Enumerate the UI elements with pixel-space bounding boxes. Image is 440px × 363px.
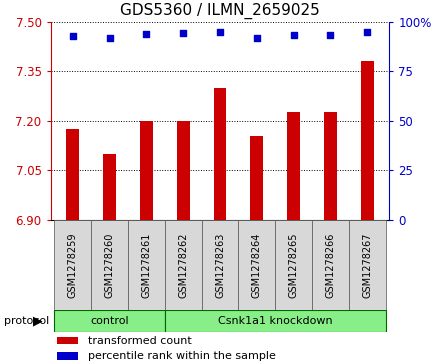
Point <box>327 32 334 37</box>
Bar <box>54 220 91 310</box>
Bar <box>57 337 78 344</box>
Bar <box>165 220 202 310</box>
Text: transformed count: transformed count <box>88 336 191 346</box>
Bar <box>361 61 374 220</box>
Text: GSM1278259: GSM1278259 <box>68 232 78 298</box>
Bar <box>177 121 190 220</box>
Bar <box>349 220 386 310</box>
Point <box>143 31 150 37</box>
Bar <box>91 220 128 310</box>
Text: ▶: ▶ <box>33 315 43 328</box>
Text: GSM1278265: GSM1278265 <box>289 232 299 298</box>
Bar <box>165 310 386 332</box>
Bar <box>57 352 78 360</box>
Bar <box>312 220 349 310</box>
Text: GSM1278266: GSM1278266 <box>326 232 335 298</box>
Bar <box>140 121 153 220</box>
Bar <box>66 129 79 220</box>
Point <box>364 29 371 34</box>
Bar <box>213 88 227 220</box>
Bar <box>250 135 263 220</box>
Text: GSM1278262: GSM1278262 <box>178 232 188 298</box>
Bar <box>238 220 275 310</box>
Text: percentile rank within the sample: percentile rank within the sample <box>88 351 276 361</box>
Point <box>216 29 224 34</box>
Bar <box>287 113 300 220</box>
Text: GSM1278263: GSM1278263 <box>215 232 225 298</box>
Bar <box>103 154 116 220</box>
Point <box>69 33 76 38</box>
Text: protocol: protocol <box>4 316 50 326</box>
Point <box>106 35 113 41</box>
Text: GSM1278260: GSM1278260 <box>105 232 114 298</box>
Title: GDS5360 / ILMN_2659025: GDS5360 / ILMN_2659025 <box>120 3 320 19</box>
Text: Csnk1a1 knockdown: Csnk1a1 knockdown <box>218 316 333 326</box>
Point <box>180 30 187 36</box>
Bar <box>128 220 165 310</box>
Text: control: control <box>90 316 129 326</box>
Text: GSM1278267: GSM1278267 <box>362 232 372 298</box>
Text: GSM1278264: GSM1278264 <box>252 232 262 298</box>
Bar <box>202 220 238 310</box>
Text: GSM1278261: GSM1278261 <box>141 232 151 298</box>
Bar <box>324 113 337 220</box>
Bar <box>54 310 165 332</box>
Point <box>253 35 260 41</box>
Point <box>290 32 297 37</box>
Bar <box>275 220 312 310</box>
